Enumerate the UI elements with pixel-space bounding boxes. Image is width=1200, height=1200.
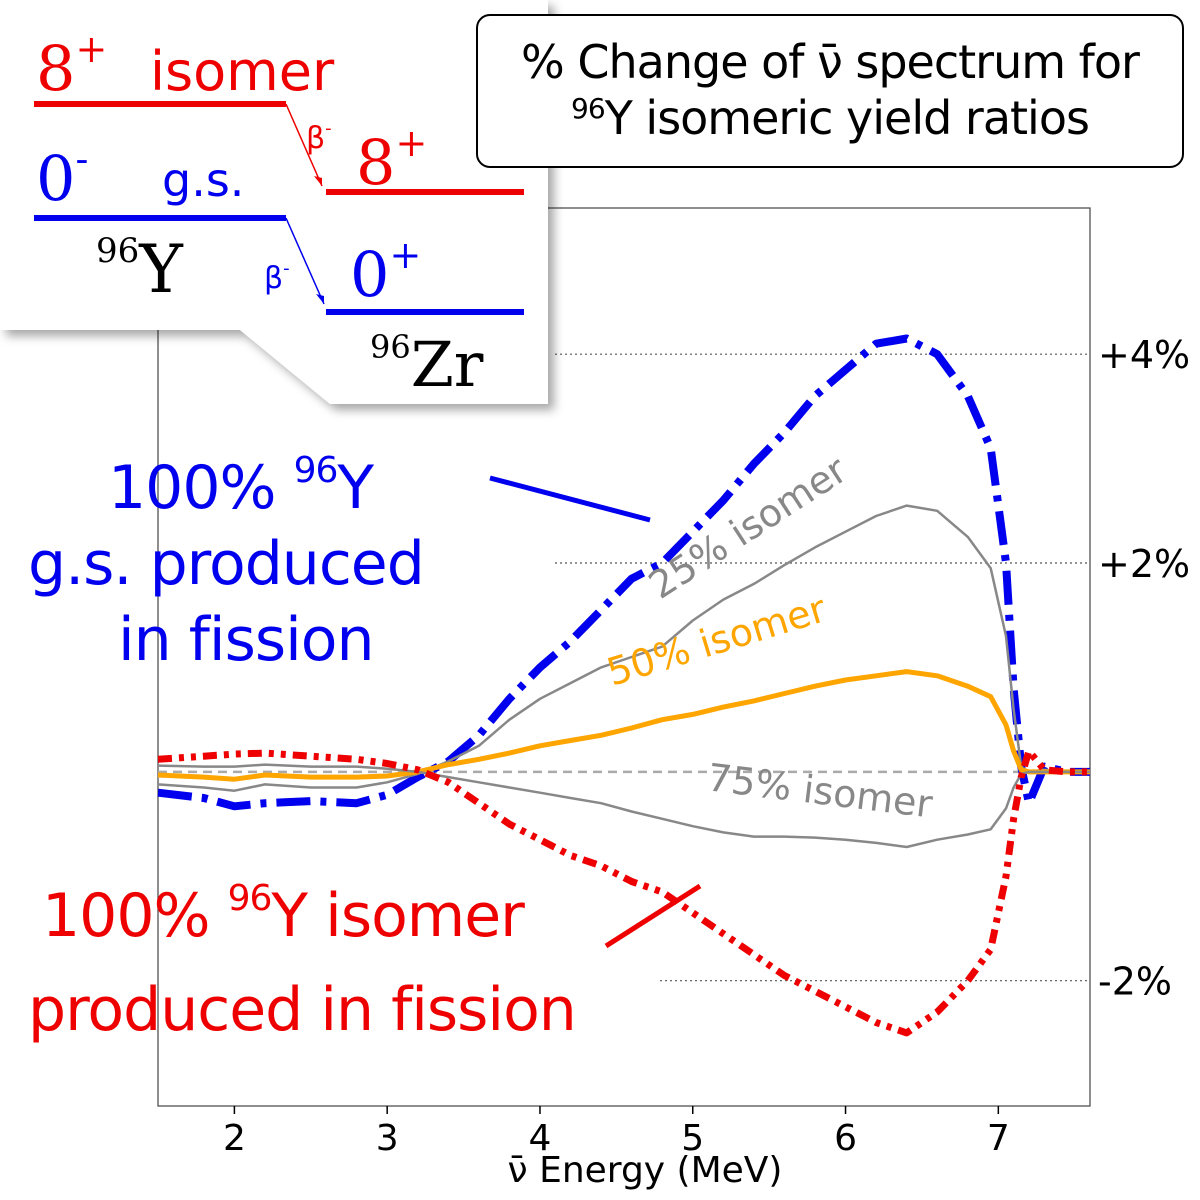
gs-callout-line1: 100% 96Y (108, 450, 374, 523)
daughter-high-spin: 8+ (356, 121, 427, 199)
x-tick-label: 3 (376, 1118, 399, 1159)
series-line-0 (157, 334, 1090, 811)
daughter-low-spin: 0+ (350, 233, 421, 311)
gs-word: g.s. (162, 153, 244, 207)
gs-callout-line2: g.s. produced (28, 529, 424, 599)
isomer-callout-line2: produced in fission (28, 975, 576, 1045)
isomer-beta-arrow (285, 103, 323, 187)
right-axis-label: +2% (1098, 542, 1190, 586)
parent-nucleus: 96Y (96, 231, 184, 308)
gs-beta-label: β- (264, 258, 290, 296)
isomer-spin: 8+ (36, 27, 107, 105)
x-axis-label: ν̄ Energy (MeV) (508, 1150, 783, 1191)
x-tick-label: 4 (529, 1118, 552, 1159)
daughter-nucleus: 96Zr (370, 328, 484, 401)
right-axis-label: +4% (1098, 333, 1190, 377)
isomer-beta-arrowhead (314, 176, 322, 186)
series-layer (157, 334, 1090, 1037)
x-ticks: 2 3 4 5 6 7 (223, 1106, 1010, 1159)
series-line-1 (157, 504, 1090, 792)
x-tick-label: 5 (681, 1118, 704, 1159)
isomer-callout-line1: 100% 96Y isomer (42, 878, 525, 951)
isomer-callout-pointer (604, 883, 702, 949)
isomer-beta-label: β- (306, 118, 332, 156)
plot-frame (157, 207, 1091, 1107)
series-line-3 (157, 763, 1090, 849)
right-labels: +4% +2% -2% (1098, 333, 1190, 1004)
level-diagram: 8+ isomer 0- g.s. 96Y 8+ 0+ 96Zr β- β- (0, 0, 548, 404)
label-75-isomer: 75% isomer (705, 755, 935, 826)
series-line-4 (157, 747, 1090, 1037)
gs-beta-arrowhead (316, 294, 324, 304)
gs-beta-arrow (285, 217, 325, 305)
reference-lines (158, 353, 1090, 982)
right-axis-label: -2% (1098, 960, 1172, 1004)
gs-callout-line3: in fission (118, 605, 374, 675)
gs-spin: 0- (36, 137, 88, 215)
series-line-2 (157, 669, 1090, 782)
x-tick-label: 6 (834, 1118, 857, 1159)
chart-title-box: % Change of ν̄ spectrum for 96Y isomeric… (476, 14, 1184, 168)
x-tick-label: 7 (987, 1118, 1010, 1159)
gs-callout-pointer (489, 475, 651, 523)
x-tick-label: 2 (223, 1118, 246, 1159)
label-50-isomer: 50% isomer (602, 586, 832, 694)
isomer-word: isomer (150, 40, 335, 103)
chart-title-line1: % Change of ν̄ spectrum for (521, 35, 1140, 89)
chart-title-line2: 96Y isomeric yield ratios (571, 91, 1090, 145)
